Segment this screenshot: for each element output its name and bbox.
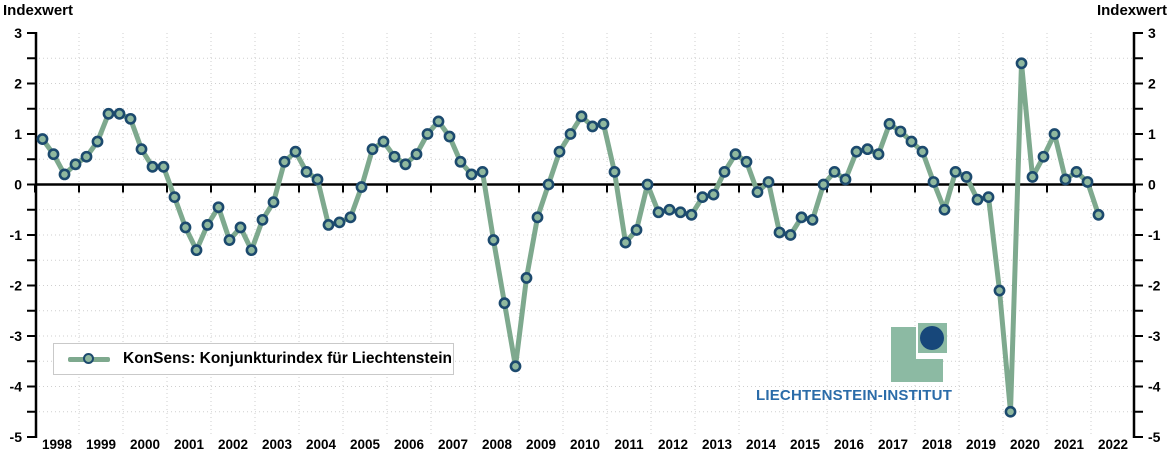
svg-text:2009: 2009: [526, 437, 556, 452]
logo-circle-icon: [920, 326, 944, 350]
svg-text:1: 1: [1148, 126, 1156, 142]
institut-logo-icon: [891, 323, 948, 386]
svg-text:2018: 2018: [922, 437, 953, 452]
series-marker-icon: [68, 353, 110, 365]
series-dot-swatch: [83, 353, 94, 364]
svg-text:2005: 2005: [350, 437, 381, 452]
svg-text:-2: -2: [10, 278, 23, 294]
svg-text:2001: 2001: [174, 437, 205, 452]
svg-text:2004: 2004: [306, 437, 337, 452]
svg-text:0: 0: [1148, 177, 1156, 193]
svg-text:2019: 2019: [966, 437, 996, 452]
svg-text:-5: -5: [10, 429, 23, 445]
svg-text:2002: 2002: [218, 437, 248, 452]
svg-text:2012: 2012: [658, 437, 688, 452]
svg-text:2021: 2021: [1054, 437, 1085, 452]
svg-text:2020: 2020: [1010, 437, 1040, 452]
svg-text:2: 2: [14, 76, 22, 92]
svg-text:2006: 2006: [394, 437, 425, 452]
svg-text:2: 2: [1148, 76, 1156, 92]
svg-text:2014: 2014: [746, 437, 777, 452]
svg-text:-3: -3: [10, 328, 23, 344]
y-axis-title-left: Indexwert: [3, 2, 74, 19]
svg-text:2011: 2011: [614, 437, 644, 452]
svg-text:2003: 2003: [262, 437, 293, 452]
liechtenstein-institut-logo: LIECHTENSTEIN-INSTITUT: [756, 323, 953, 407]
svg-text:2010: 2010: [570, 437, 600, 452]
svg-text:2016: 2016: [834, 437, 865, 452]
svg-text:2008: 2008: [482, 437, 513, 452]
svg-text:2007: 2007: [438, 437, 468, 452]
svg-text:-2: -2: [1148, 278, 1161, 294]
svg-text:3: 3: [14, 25, 22, 41]
svg-text:2000: 2000: [130, 437, 160, 452]
legend-label: KonSens: Konjunkturindex für Liechtenste…: [123, 350, 452, 367]
institut-logo-text: LIECHTENSTEIN-INSTITUT: [756, 387, 953, 404]
svg-text:0: 0: [14, 177, 22, 193]
y-axis-title-right: Indexwert: [1096, 2, 1167, 19]
svg-text:2022: 2022: [1098, 437, 1128, 452]
svg-text:-1: -1: [1148, 227, 1161, 243]
svg-text:-1: -1: [10, 227, 23, 243]
svg-text:-4: -4: [1148, 379, 1161, 395]
svg-text:1998: 1998: [42, 437, 73, 452]
svg-text:2013: 2013: [702, 437, 733, 452]
legend: KonSens: Konjunkturindex für Liechtenste…: [53, 343, 454, 375]
svg-text:-5: -5: [1148, 429, 1161, 445]
svg-text:1999: 1999: [86, 437, 116, 452]
svg-text:2015: 2015: [790, 437, 821, 452]
svg-text:2017: 2017: [878, 437, 908, 452]
svg-text:-3: -3: [1148, 328, 1161, 344]
svg-text:-4: -4: [10, 379, 23, 395]
svg-text:1: 1: [14, 126, 22, 142]
svg-text:3: 3: [1148, 25, 1156, 41]
